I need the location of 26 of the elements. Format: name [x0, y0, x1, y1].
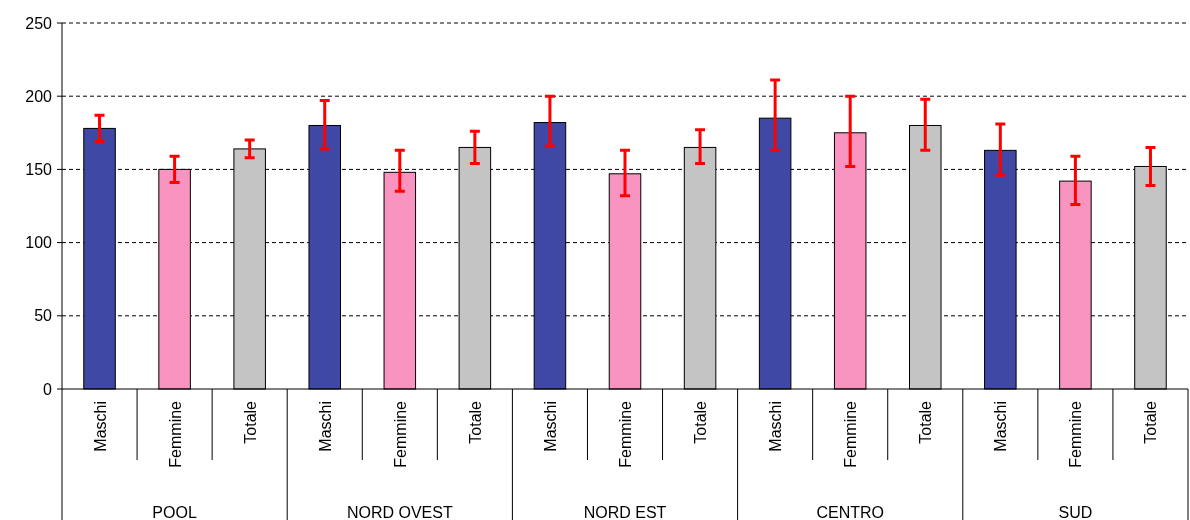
text: Totale [917, 401, 935, 444]
text: Femmine [1067, 401, 1085, 468]
text: Femmine [617, 401, 634, 468]
x-tick-label: NORD EST [583, 504, 667, 520]
text: Totale [692, 401, 710, 444]
y-tick-label: 0 [43, 380, 53, 398]
text: Totale [1142, 401, 1160, 444]
y-tick-label: 200 [25, 87, 53, 105]
text: Maschi [91, 401, 109, 452]
text: Maschi [992, 401, 1010, 452]
y-tick-label: 250 [25, 14, 53, 32]
text: Femmine [842, 401, 860, 468]
y-tick-label: 100 [25, 234, 53, 252]
text: Totale [241, 400, 259, 444]
x-tick-label: CENTRO [816, 504, 884, 520]
y-tick-label: 50 [34, 307, 53, 325]
x-tick-label: SUD [1058, 504, 1093, 520]
text: Maschi [767, 401, 785, 452]
text: Maschi [316, 401, 334, 452]
y-tick-label: 150 [25, 161, 53, 178]
x-tick-label: POOL [152, 504, 197, 520]
text: Maschi [541, 401, 559, 452]
text: Femmine [391, 401, 409, 468]
text: Femmine [166, 400, 184, 468]
x-tick-label: NORD OVEST [346, 504, 453, 520]
text: Totale [466, 401, 484, 444]
